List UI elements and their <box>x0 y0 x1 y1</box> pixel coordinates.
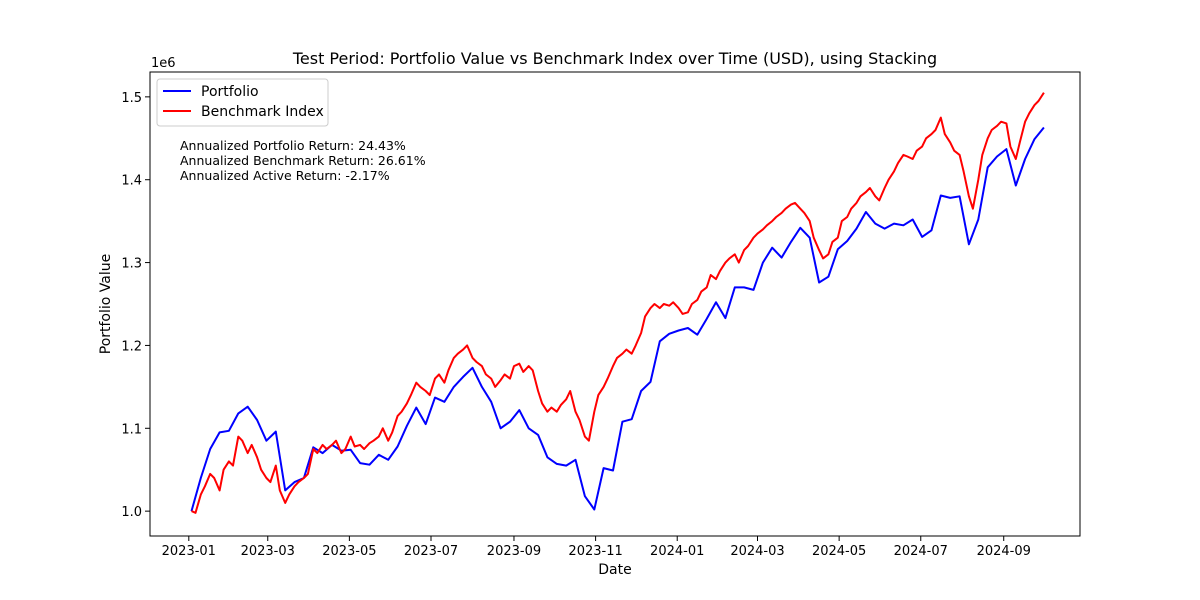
y-tick-label: 1.2 <box>121 339 142 354</box>
series-layer <box>190 92 1045 514</box>
x-axis-title: Date <box>598 562 631 578</box>
y-tick-label: 1.4 <box>121 174 142 189</box>
y-tick-label: 1.3 <box>121 257 142 272</box>
legend-box <box>156 78 329 127</box>
x-tick-label: 2023-01 <box>162 544 216 559</box>
legend: Portfolio Benchmark Index <box>156 78 329 127</box>
x-tick-label: 2023-11 <box>568 544 622 559</box>
y-tick-label: 1.5 <box>121 91 142 106</box>
x-tick-label: 2024-09 <box>977 544 1031 559</box>
x-tick-label: 2024-07 <box>894 544 948 559</box>
x-tick-label: 2024-05 <box>812 544 866 559</box>
x-tick-label: 2023-03 <box>241 544 295 559</box>
benchmark-line <box>191 92 1045 514</box>
x-axis: 2023-01 2023-03 2023-05 2023-07 2023-09 2023-… <box>162 536 1031 559</box>
legend-label-portfolio: Portfolio <box>201 84 259 100</box>
annotation-portfolio-return: Annualized Portfolio Return: 24.43% <box>180 138 406 153</box>
y-tick-label: 1.1 <box>121 422 142 437</box>
y-tick-label: 1.0 <box>121 505 142 520</box>
annotation-benchmark-return: Annualized Benchmark Return: 26.61% <box>180 153 426 168</box>
x-tick-label: 2024-01 <box>650 544 704 559</box>
plot-frame <box>149 71 1081 537</box>
x-tick-label: 2023-05 <box>322 544 376 559</box>
legend-label-benchmark: Benchmark Index <box>201 104 324 120</box>
x-tick-label: 2023-07 <box>404 544 458 559</box>
x-tick-label: 2023-09 <box>487 544 541 559</box>
annotations: Annualized Portfolio Return: 24.43% Annu… <box>180 138 426 183</box>
x-tick-label: 2024-03 <box>730 544 784 559</box>
annotation-active-return: Annualized Active Return: -2.17% <box>180 168 390 183</box>
chart-title: Test Period: Portfolio Value vs Benchmar… <box>292 49 937 68</box>
y-axis: 1.0 1.1 1.2 1.3 1.4 1.5 <box>121 91 150 520</box>
y-offset-label: 1e6 <box>151 56 176 71</box>
y-axis-title: Portfolio Value <box>98 254 114 355</box>
portfolio-line <box>190 126 1045 512</box>
